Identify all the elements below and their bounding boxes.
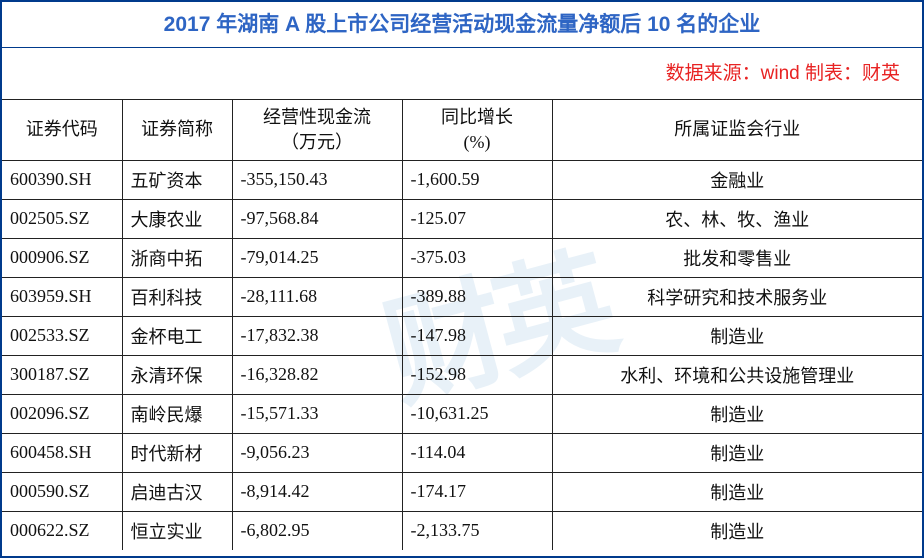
header-growth-l2: (%) (464, 132, 491, 152)
header-row: 证券代码 证券简称 经营性现金流 （万元） 同比增长 (%) 所属证监会行业 (2, 100, 922, 160)
cell-cashflow: -16,328.82 (232, 355, 402, 394)
cell-cashflow: -79,014.25 (232, 238, 402, 277)
cell-industry: 农、林、牧、渔业 (552, 199, 922, 238)
cell-growth: -174.17 (402, 472, 552, 511)
cell-name: 恒立实业 (122, 511, 232, 550)
table-row: 000622.SZ恒立实业-6,802.95-2,133.75制造业 (2, 511, 922, 550)
data-source: 数据来源：wind 制表：财英 (2, 48, 922, 100)
cell-code: 300187.SZ (2, 355, 122, 394)
cell-code: 603959.SH (2, 277, 122, 316)
cell-name: 金杯电工 (122, 316, 232, 355)
header-growth-l1: 同比增长 (441, 107, 513, 127)
cell-growth: -114.04 (402, 433, 552, 472)
cell-name: 百利科技 (122, 277, 232, 316)
cell-name: 浙商中拓 (122, 238, 232, 277)
cell-growth: -389.88 (402, 277, 552, 316)
cell-name: 启迪古汉 (122, 472, 232, 511)
table-row: 600390.SH五矿资本-355,150.43-1,600.59金融业 (2, 160, 922, 199)
header-cash-l2: （万元） (281, 132, 353, 152)
header-growth: 同比增长 (%) (402, 100, 552, 160)
cell-cashflow: -97,568.84 (232, 199, 402, 238)
cell-cashflow: -8,914.42 (232, 472, 402, 511)
table-row: 002505.SZ大康农业-97,568.84-125.07农、林、牧、渔业 (2, 199, 922, 238)
data-table: 证券代码 证券简称 经营性现金流 （万元） 同比增长 (%) 所属证监会行业 6… (2, 100, 922, 550)
cell-code: 002533.SZ (2, 316, 122, 355)
table-row: 002096.SZ南岭民爆-15,571.33-10,631.25制造业 (2, 394, 922, 433)
cell-industry: 制造业 (552, 472, 922, 511)
table-row: 600458.SH时代新材-9,056.23-114.04制造业 (2, 433, 922, 472)
cell-name: 永清环保 (122, 355, 232, 394)
cell-industry: 制造业 (552, 433, 922, 472)
header-cashflow: 经营性现金流 （万元） (232, 100, 402, 160)
cell-cashflow: -17,832.38 (232, 316, 402, 355)
table-row: 002533.SZ金杯电工-17,832.38-147.98制造业 (2, 316, 922, 355)
cell-growth: -375.03 (402, 238, 552, 277)
cell-growth: -1,600.59 (402, 160, 552, 199)
header-cash-l1: 经营性现金流 (263, 107, 371, 127)
cell-industry: 水利、环境和公共设施管理业 (552, 355, 922, 394)
cell-cashflow: -9,056.23 (232, 433, 402, 472)
table-row: 000906.SZ浙商中拓-79,014.25-375.03批发和零售业 (2, 238, 922, 277)
cell-industry: 批发和零售业 (552, 238, 922, 277)
cell-cashflow: -6,802.95 (232, 511, 402, 550)
cell-code: 600458.SH (2, 433, 122, 472)
cell-growth: -10,631.25 (402, 394, 552, 433)
cell-industry: 科学研究和技术服务业 (552, 277, 922, 316)
table-title: 2017 年湖南 A 股上市公司经营活动现金流量净额后 10 名的企业 (2, 2, 922, 48)
cell-cashflow: -355,150.43 (232, 160, 402, 199)
table-row: 603959.SH百利科技-28,111.68-389.88科学研究和技术服务业 (2, 277, 922, 316)
cell-cashflow: -28,111.68 (232, 277, 402, 316)
cell-industry: 制造业 (552, 511, 922, 550)
cell-code: 002096.SZ (2, 394, 122, 433)
table-container: 财英 2017 年湖南 A 股上市公司经营活动现金流量净额后 10 名的企业 数… (0, 0, 924, 558)
header-name: 证券简称 (122, 100, 232, 160)
header-code: 证券代码 (2, 100, 122, 160)
cell-industry: 制造业 (552, 316, 922, 355)
cell-name: 五矿资本 (122, 160, 232, 199)
cell-code: 002505.SZ (2, 199, 122, 238)
cell-industry: 制造业 (552, 394, 922, 433)
header-industry: 所属证监会行业 (552, 100, 922, 160)
table-body: 600390.SH五矿资本-355,150.43-1,600.59金融业0025… (2, 160, 922, 550)
cell-name: 时代新材 (122, 433, 232, 472)
cell-industry: 金融业 (552, 160, 922, 199)
cell-growth: -147.98 (402, 316, 552, 355)
table-row: 000590.SZ启迪古汉-8,914.42-174.17制造业 (2, 472, 922, 511)
cell-code: 000622.SZ (2, 511, 122, 550)
cell-growth: -125.07 (402, 199, 552, 238)
cell-cashflow: -15,571.33 (232, 394, 402, 433)
cell-growth: -2,133.75 (402, 511, 552, 550)
table-row: 300187.SZ永清环保-16,328.82-152.98水利、环境和公共设施… (2, 355, 922, 394)
cell-code: 600390.SH (2, 160, 122, 199)
cell-code: 000590.SZ (2, 472, 122, 511)
cell-growth: -152.98 (402, 355, 552, 394)
cell-code: 000906.SZ (2, 238, 122, 277)
cell-name: 大康农业 (122, 199, 232, 238)
cell-name: 南岭民爆 (122, 394, 232, 433)
